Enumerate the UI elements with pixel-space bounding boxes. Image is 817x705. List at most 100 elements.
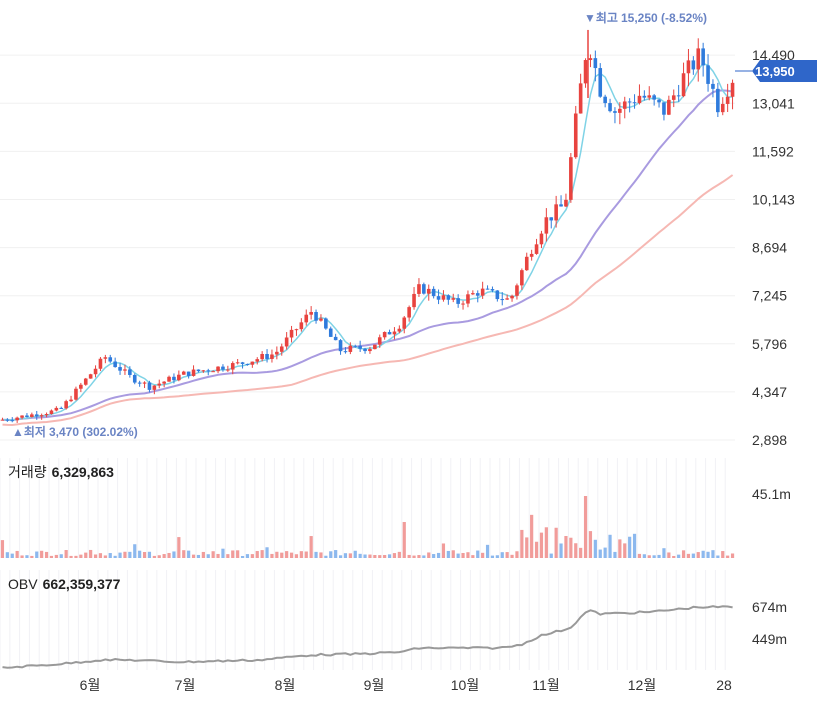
volume-bar <box>691 553 695 558</box>
volume-bar <box>525 537 529 558</box>
candle-body <box>98 358 103 369</box>
candle-body <box>177 374 181 381</box>
volume-bar <box>10 553 14 558</box>
volume-panel-bg <box>0 458 735 558</box>
candle-body <box>608 103 612 112</box>
volume-bar <box>451 550 455 558</box>
volume-bar <box>201 551 205 558</box>
volume-bar <box>681 550 686 558</box>
candle-body <box>284 337 289 347</box>
candle-body <box>480 288 485 296</box>
candle-body <box>216 366 220 372</box>
volume-bar <box>510 554 514 558</box>
candle-body <box>358 345 362 349</box>
candle-body <box>716 88 720 113</box>
volume-bar <box>383 554 387 558</box>
volume-bar <box>520 529 524 558</box>
candle-body <box>642 95 647 98</box>
x-tick-label: 9월 <box>364 677 385 693</box>
candle-body <box>34 414 39 417</box>
candle-body <box>515 285 519 296</box>
obv-axis-label-top: 674m <box>752 599 787 615</box>
volume-bar <box>628 536 632 558</box>
candles <box>0 29 735 423</box>
candle-body <box>279 346 284 352</box>
candle-body <box>353 345 358 347</box>
volume-bar <box>402 522 406 558</box>
volume-bar <box>505 552 509 558</box>
volume-bar <box>711 550 715 558</box>
candle-body <box>554 204 558 221</box>
candle-body <box>338 340 343 352</box>
volume-bar <box>417 555 421 558</box>
volume-bar <box>422 555 426 558</box>
volume-bar <box>500 552 504 558</box>
volume-bar <box>147 551 152 558</box>
volume-bar <box>583 496 588 558</box>
volume-bars <box>0 496 735 558</box>
x-tick-label: 8월 <box>275 677 296 693</box>
x-tick-label: 12월 <box>628 677 656 693</box>
candle-body <box>39 415 44 417</box>
candle-body <box>544 217 549 234</box>
volume-bar <box>466 552 470 558</box>
volume-axis-label: 45.1m <box>752 486 791 502</box>
volume-bar <box>696 552 700 558</box>
candle-body <box>500 299 505 301</box>
candle-body <box>118 367 122 371</box>
candle-body <box>309 312 313 315</box>
candle-body <box>49 410 54 415</box>
volume-bar <box>623 543 627 558</box>
volume-bar <box>167 552 171 558</box>
candle-body <box>79 384 83 389</box>
candle-body <box>520 270 524 286</box>
candle-body <box>490 289 495 291</box>
candle-body <box>720 103 725 113</box>
candle-body <box>314 312 318 321</box>
candle-body <box>226 369 230 371</box>
current-price-badge: 13,950 <box>735 60 817 82</box>
candle-body <box>363 348 367 352</box>
volume-bar <box>191 554 196 558</box>
volume-bar <box>40 550 44 558</box>
obv-label: OBV <box>8 576 38 592</box>
volume-bar <box>730 553 735 558</box>
candle-body <box>44 414 49 416</box>
volume-bar <box>637 553 642 558</box>
candle-body <box>583 60 588 84</box>
current-price-label: 13,950 <box>755 64 795 79</box>
candle-body <box>15 417 19 421</box>
candle-body <box>294 329 299 331</box>
volume-bar <box>368 554 372 558</box>
candle-body <box>0 419 5 421</box>
volume-bar <box>495 555 499 558</box>
candle-body <box>157 383 162 386</box>
candle-body <box>54 407 59 411</box>
low-marker: ▲최저 3,470 (302.02%) <box>12 424 138 439</box>
volume-bar <box>44 551 49 558</box>
obv-grid <box>0 570 726 670</box>
volume-bar <box>250 554 254 558</box>
candle-body <box>412 293 416 308</box>
x-tick-label: 10월 <box>451 677 479 693</box>
volume-bar <box>559 543 563 558</box>
volume-bar <box>544 527 548 558</box>
volume-bar <box>574 543 578 558</box>
price-tick-label: 14,490 <box>752 47 795 63</box>
candle-body <box>637 95 642 104</box>
volume-bar <box>343 553 348 558</box>
volume-bar <box>108 553 112 558</box>
candle-body <box>373 344 377 350</box>
volume-bar <box>647 555 651 558</box>
volume-bar <box>128 551 132 558</box>
candle-body <box>436 296 441 300</box>
volume-bar <box>446 550 450 558</box>
candle-body <box>593 58 598 69</box>
volume-bar <box>142 552 147 558</box>
volume-bar <box>564 536 568 558</box>
volume-bar <box>25 555 29 558</box>
obv-axis-label-bottom: 449m <box>752 631 787 647</box>
candle-body <box>186 371 191 376</box>
volume-bar <box>54 554 58 558</box>
ma-mid-line <box>2 89 733 422</box>
